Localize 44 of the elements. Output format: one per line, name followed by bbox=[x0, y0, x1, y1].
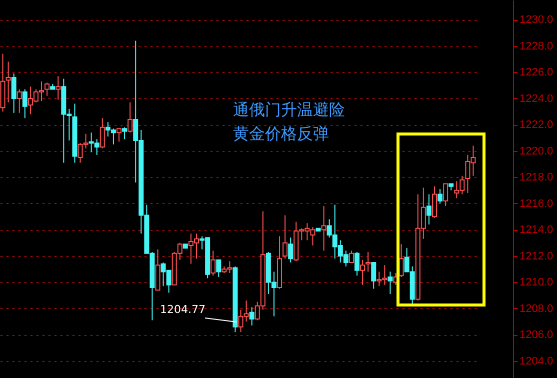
annotation: 1204.77 bbox=[160, 303, 206, 316]
y-tick-label: 1206.0 bbox=[520, 329, 554, 342]
candlestick bbox=[398, 244, 404, 278]
candlestick bbox=[6, 61, 11, 103]
candlestick bbox=[354, 252, 360, 276]
y-tick-label: 1212.0 bbox=[520, 250, 554, 262]
y-tick-label: 1228.0 bbox=[520, 40, 554, 52]
candlestick bbox=[371, 262, 376, 290]
candlestick bbox=[426, 194, 432, 225]
y-tick-label: 1208.0 bbox=[520, 302, 554, 315]
candlestick bbox=[56, 76, 61, 100]
candlestick bbox=[22, 88, 28, 119]
y-tick-label: 1224.0 bbox=[520, 92, 554, 105]
y-tick-label: 1214.0 bbox=[520, 224, 554, 236]
y-tick-label: 1218.0 bbox=[520, 172, 554, 184]
candlestick bbox=[116, 128, 122, 142]
candlestick bbox=[11, 73, 16, 114]
candlestick bbox=[210, 250, 216, 276]
candlestick bbox=[438, 188, 443, 204]
candlestick bbox=[44, 82, 50, 96]
y-tick-label: 1210.0 bbox=[520, 276, 554, 289]
candlestick bbox=[249, 306, 254, 326]
candlestick bbox=[432, 186, 437, 218]
candlestick bbox=[443, 183, 448, 207]
y-tick-label: 1226.0 bbox=[520, 66, 554, 79]
candlestick bbox=[282, 214, 288, 260]
y-tick-label: 1216.0 bbox=[520, 198, 554, 210]
candlestick bbox=[388, 271, 393, 294]
candlestick bbox=[360, 259, 366, 286]
annotation: 黄金价格反弹 bbox=[233, 124, 329, 143]
candlestick bbox=[366, 252, 371, 272]
candlestick bbox=[216, 259, 222, 278]
candlestick bbox=[348, 250, 354, 263]
candlestick bbox=[321, 206, 326, 252]
y-tick-label: 1230.0 bbox=[520, 14, 554, 26]
candlestick bbox=[100, 118, 105, 149]
candlestick bbox=[122, 126, 128, 140]
candlestick bbox=[128, 102, 133, 134]
candlestick bbox=[16, 88, 22, 114]
candlestick bbox=[288, 237, 294, 263]
y-tick-label: 1222.0 bbox=[520, 119, 554, 132]
y-tick-label: 1204.0 bbox=[520, 355, 554, 368]
annotation: 通俄门升温避险 bbox=[233, 100, 345, 119]
y-tick-label: 1220.0 bbox=[520, 145, 554, 158]
